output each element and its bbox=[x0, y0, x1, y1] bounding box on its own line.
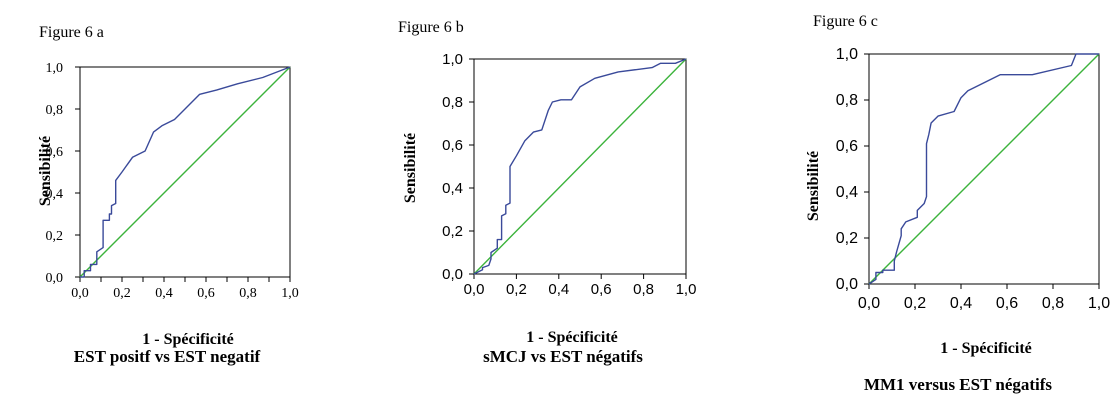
y-tick-label-a: 0,0 bbox=[46, 271, 64, 286]
y-tick-label-a: 0,8 bbox=[46, 103, 64, 118]
y-axis-title-a: Sensibilité bbox=[37, 136, 54, 206]
caption-a: EST positf vs EST negatif bbox=[74, 347, 261, 366]
x-tick-label-a: 0,0 bbox=[71, 286, 89, 301]
x-axis-title-b: 1 - Spécificité bbox=[526, 329, 618, 346]
figure-label-c: Figure 6 c bbox=[813, 13, 878, 30]
y-tick-label-b: 0,2 bbox=[442, 223, 463, 240]
roc-curve-a bbox=[80, 66, 291, 278]
figure-label-b: Figure 6 b bbox=[398, 19, 464, 36]
plot-area-b: 0,0 0,2 0,4 0,6 0,8 1,0 0,0 0,2 0,4 0,6 0,8 1,0 bbox=[442, 51, 696, 298]
chart-b: Figure 6 b sMCJ vs EST négatifs 1 - Spéc… bbox=[398, 19, 696, 366]
x-tick-label-b: 1,0 bbox=[676, 281, 697, 298]
x-tick-label-a: 0,4 bbox=[155, 286, 173, 301]
y-tick-label-b: 0,4 bbox=[442, 180, 463, 197]
y-tick-label-c: 0,2 bbox=[836, 230, 858, 247]
y-tick-label-c: 1,0 bbox=[836, 46, 858, 63]
chart-a: Figure 6 a EST positf vs EST negatif 1 -… bbox=[37, 24, 299, 366]
x-tick-label-a: 1,0 bbox=[281, 286, 299, 301]
x-tick-label-c: 0,4 bbox=[950, 295, 972, 312]
y-tick-label-c: 0,8 bbox=[836, 92, 858, 109]
y-tick-label-b: 0,6 bbox=[442, 137, 463, 154]
reference-diagonal-c bbox=[868, 53, 1100, 285]
x-tick-label-a: 0,2 bbox=[113, 286, 131, 301]
plot-frame-c bbox=[868, 53, 1100, 285]
y-tick-label-c: 0,6 bbox=[836, 138, 858, 155]
x-tick-label-b: 0,6 bbox=[591, 281, 612, 298]
y-axis-title-b: Sensibilité bbox=[402, 133, 419, 203]
roc-curve-b bbox=[473, 58, 687, 275]
x-tick-label-c: 0,0 bbox=[858, 295, 880, 312]
roc-curve-c bbox=[868, 53, 1099, 285]
chart-c: Figure 6 c MM1 versus EST négatifs 1 - S… bbox=[805, 13, 1110, 394]
x-tick-label-b: 0,0 bbox=[464, 281, 485, 298]
x-tick-label-a: 0,8 bbox=[239, 286, 257, 301]
y-tick-label-b: 0,0 bbox=[442, 266, 463, 283]
y-tick-label-b: 0,8 bbox=[442, 94, 463, 111]
y-tick-label-c: 0,4 bbox=[836, 184, 858, 201]
x-tick-label-c: 0,2 bbox=[904, 295, 926, 312]
caption-b: sMCJ vs EST négatifs bbox=[483, 347, 643, 366]
x-tick-label-c: 1,0 bbox=[1088, 295, 1110, 312]
x-tick-label-c: 0,6 bbox=[996, 295, 1018, 312]
x-axis-title-a: 1 - Spécificité bbox=[142, 331, 234, 348]
x-tick-label-b: 0,8 bbox=[633, 281, 654, 298]
x-tick-label-b: 0,4 bbox=[548, 281, 569, 298]
y-tick-label-a: 0,2 bbox=[46, 229, 64, 244]
plot-area-c: 0,0 0,2 0,4 0,6 0,8 1,0 0,0 0,2 0,4 0,6 0,8 1,0 bbox=[836, 46, 1110, 312]
reference-diagonal-b bbox=[473, 58, 687, 275]
y-tick-label-b: 1,0 bbox=[442, 51, 463, 68]
x-tick-label-c: 0,8 bbox=[1042, 295, 1064, 312]
y-tick-label-a: 1,0 bbox=[46, 61, 64, 76]
reference-diagonal-a bbox=[79, 66, 291, 278]
y-axis-title-c: Sensibilité bbox=[805, 151, 822, 221]
figure-label-a: Figure 6 a bbox=[39, 24, 104, 41]
caption-c: MM1 versus EST négatifs bbox=[864, 375, 1052, 394]
plot-frame-b bbox=[473, 58, 687, 275]
plot-area-a: 0,0 0,2 0,4 0,6 0,8 1,0 0,0 0,2 0,4 0,6 0,8 1,0 bbox=[46, 61, 299, 301]
y-tick-label-a: 0,4 bbox=[46, 187, 64, 202]
x-axis-title-c: 1 - Spécificité bbox=[940, 340, 1032, 357]
x-tick-label-a: 0,6 bbox=[197, 286, 215, 301]
x-tick-label-b: 0,2 bbox=[506, 281, 527, 298]
y-tick-label-a: 0,6 bbox=[46, 145, 64, 160]
y-tick-label-c: 0,0 bbox=[836, 276, 858, 293]
